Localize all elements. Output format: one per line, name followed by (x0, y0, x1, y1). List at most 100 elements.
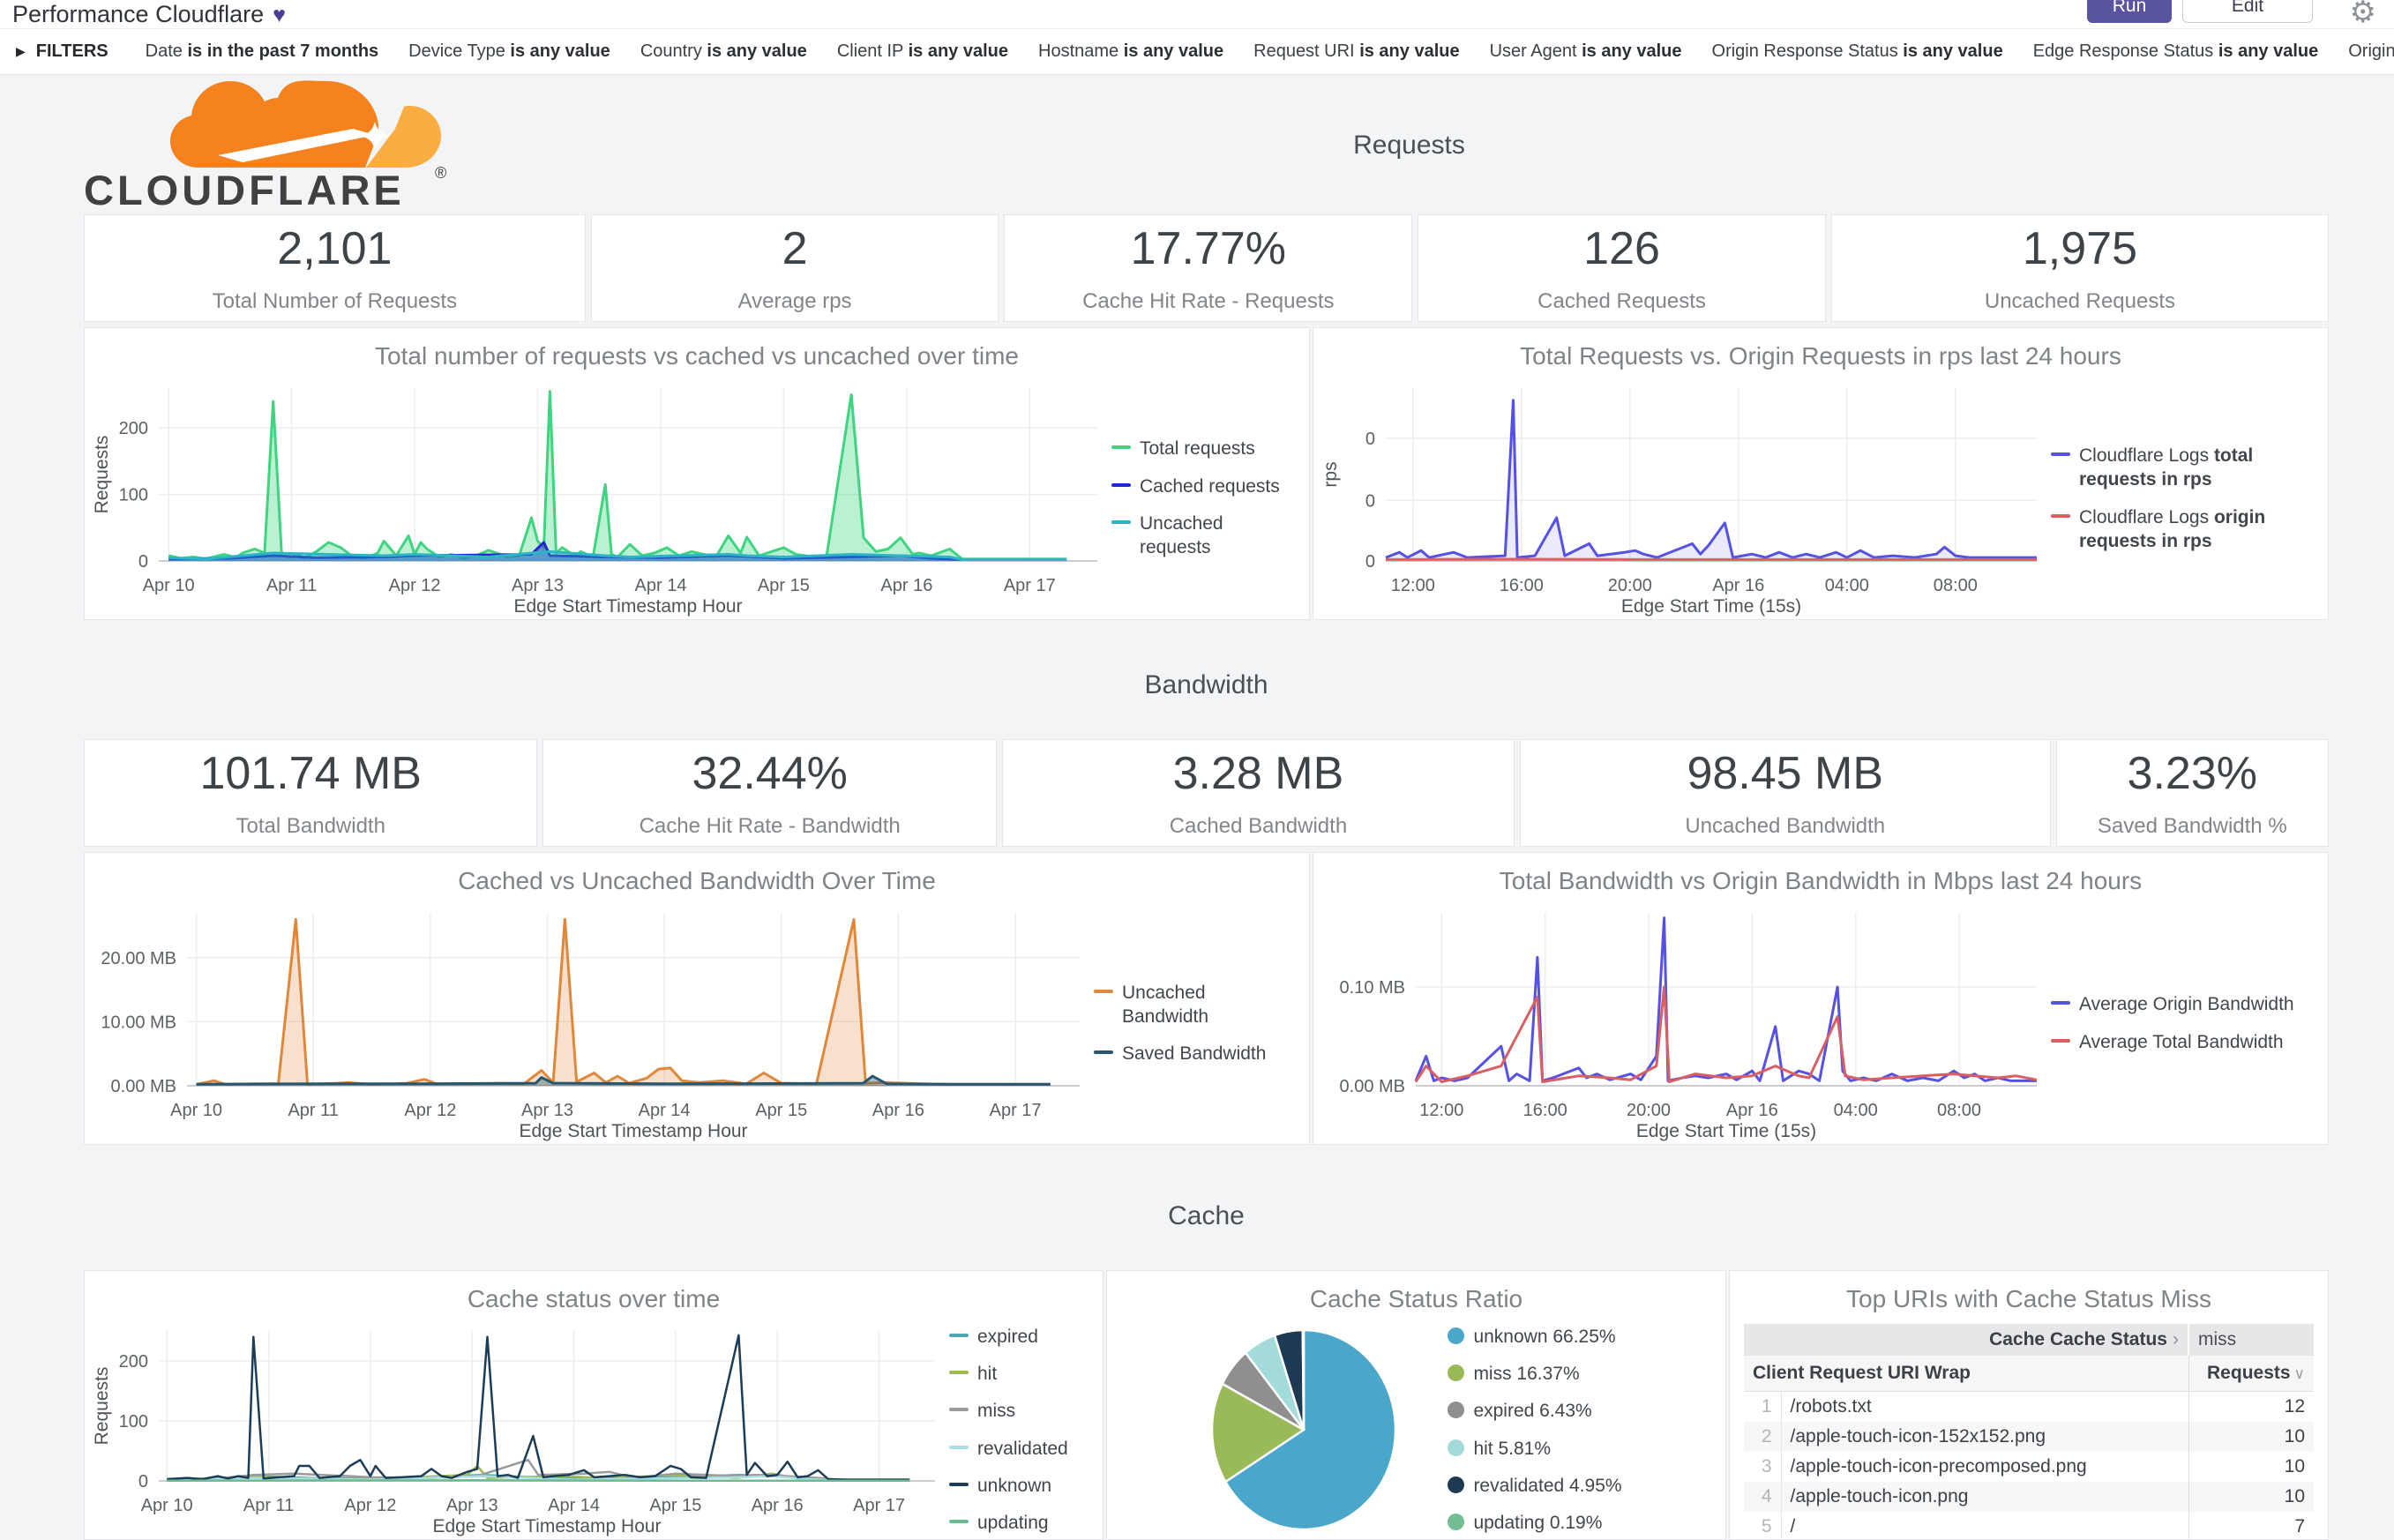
table-row[interactable]: 2/apple-touch-icon-152x152.png 10 (1744, 1421, 2314, 1452)
row-uri[interactable]: /apple-touch-icon-152x152.png (1781, 1421, 2188, 1452)
filters-expand-icon[interactable]: ▶ (16, 44, 26, 58)
column-uri[interactable]: Client Request URI Wrap (1744, 1356, 2188, 1392)
legend-item-uncached-bandwidth[interactable]: Uncached Bandwidth (1094, 981, 1291, 1029)
pie-legend: unknown 66.25% miss 16.37% expired 6.43% hi… (1448, 1325, 1627, 1536)
kpi-value[interactable]: 101.74 MB (199, 748, 422, 799)
legend-item-updating[interactable]: updating 0.19% (1448, 1511, 1621, 1535)
kpi-value[interactable]: 2 (782, 223, 808, 274)
kpi-value[interactable]: 3.23% (2127, 748, 2257, 799)
legend-swatch-icon (2051, 1001, 2070, 1005)
legend-item-cloudflare-logs[interactable]: Cloudflare Logs origin requests in rps (2051, 505, 2310, 554)
group-header-label[interactable]: Cache Cache Status › (1744, 1324, 2188, 1356)
legend-item-average-total-bandwidth[interactable]: Average Total Bandwidth (2051, 1030, 2310, 1054)
svg-text:12:00: 12:00 (1391, 576, 1435, 595)
requests-header-row: CLOUDFLARE ® Requests (84, 79, 2329, 213)
cache-status-ratio-pie[interactable] (1205, 1324, 1412, 1536)
kpi-value[interactable]: 2,101 (277, 223, 393, 274)
kpi-card-cache-hit-rate-requests: 17.77% Cache Hit Rate - Requests (1004, 214, 1413, 322)
legend-item-expired[interactable]: expired (949, 1325, 1085, 1349)
svg-text:Apr 12: Apr 12 (344, 1496, 396, 1515)
rps-24h-chart[interactable]: 0 0 0 12:00 16:00 20:00 Apr 16 04:00 08:00 Edge S… (1317, 378, 2051, 619)
filter-chip-edge-response-status[interactable]: Edge Response Status is any value (2032, 41, 2319, 61)
legend-item-miss[interactable]: miss 16.37% (1448, 1362, 1621, 1386)
legend-item-uncached-requests[interactable]: Uncached requests (1111, 512, 1291, 560)
legend-item-saved-bandwidth[interactable]: Saved Bandwidth (1094, 1042, 1291, 1065)
row-uri[interactable]: /robots.txt (1790, 1395, 1872, 1417)
svg-text:Apr 13: Apr 13 (446, 1496, 498, 1515)
table-row[interactable]: 3/apple-touch-icon-precomposed.png 10 (1744, 1451, 2314, 1482)
legend-item-unknown[interactable]: unknown 66.25% (1448, 1325, 1621, 1349)
legend-item-revalidated[interactable]: revalidated 4.95% (1448, 1474, 1622, 1498)
bandwidth-over-time-chart[interactable]: 0.00 MB 10.00 MB 20.00 MB Apr 10 Apr 11 Apr 1… (88, 902, 1094, 1144)
dashboard-title: Performance Cloudflare ♥ (12, 1, 286, 27)
filter-chip-request-uri[interactable]: Request URI is any value (1253, 41, 1460, 61)
panel-rps-24h: Total Requests vs. Origin Requests in rp… (1313, 327, 2329, 620)
kpi-value[interactable]: 32.44% (692, 748, 848, 799)
legend-label: Uncached requests (1140, 513, 1223, 558)
legend-item-unknown[interactable]: unknown (949, 1474, 1085, 1498)
legend-dot-icon (1448, 1439, 1465, 1456)
legend-item-expired[interactable]: expired 6.43% (1448, 1399, 1621, 1423)
legend-swatch-icon (1094, 1050, 1113, 1055)
filter-chip-date[interactable]: Date is in the past 7 months (145, 41, 379, 61)
kpi-value[interactable]: 98.45 MB (1687, 748, 1884, 799)
table-row[interactable]: 4/apple-touch-icon.png 10 (1744, 1481, 2314, 1512)
run-button[interactable]: Run (2087, 0, 2172, 23)
row-requests[interactable]: 10 (2188, 1451, 2314, 1482)
filter-chip-user-agent[interactable]: User Agent is any value (1489, 41, 1682, 61)
filters-label[interactable]: FILTERS (35, 41, 108, 61)
filter-chip-client-ip[interactable]: Client IP is any value (836, 41, 1008, 61)
row-requests[interactable]: 10 (2188, 1421, 2314, 1452)
row-requests[interactable]: 7 (2188, 1511, 2314, 1539)
kpi-value[interactable]: 1,975 (2022, 223, 2138, 274)
svg-text:Apr 14: Apr 14 (548, 1496, 600, 1515)
kpi-value[interactable]: 126 (1583, 223, 1660, 274)
svg-text:rps: rps (1320, 461, 1341, 487)
filter-chip-hostname[interactable]: Hostname is any value (1038, 41, 1224, 61)
row-uri[interactable]: / (1790, 1515, 1796, 1536)
legend-item-cached-requests[interactable]: Cached requests (1111, 475, 1291, 498)
cache-status-over-time-chart[interactable]: 0 100 200 Apr 10 Apr 11 Apr 12 Apr 13 Apr 14 Apr… (88, 1320, 949, 1539)
requests-over-time-chart[interactable]: 0 100 200 Apr 10 Apr 11 Apr 12 Apr 13 Apr 14 Apr… (88, 378, 1111, 619)
panel-top-uris: Top URIs with Cache Status Miss Cache Ca… (1729, 1270, 2329, 1540)
legend-item-hit[interactable]: hit 5.81% (1448, 1437, 1621, 1461)
kpi-card-average-rps: 2 Average rps (590, 214, 999, 322)
legend-item-revalidated[interactable]: revalidated (949, 1437, 1085, 1461)
chart-title: Cached vs Uncached Bandwidth Over Time (458, 867, 936, 894)
filter-chip-country[interactable]: Country is any value (640, 41, 807, 61)
chart-legend: expired hit miss revalidated unknown updating (949, 1320, 1090, 1539)
cloudflare-cloud-icon (170, 80, 441, 168)
kpi-value[interactable]: 17.77% (1130, 223, 1286, 274)
legend-item-cloudflare-logs[interactable]: Cloudflare Logs total requests in rps (2051, 444, 2310, 492)
bandwidth-24h-chart[interactable]: 0.00 MB 0.10 MB 12:00 16:00 20:00 Apr 16 04:00… (1317, 902, 2051, 1144)
legend-item-updating[interactable]: updating (949, 1511, 1085, 1535)
row-uri[interactable]: /apple-touch-icon.png (1781, 1481, 2188, 1512)
filter-chip-origin-response-status[interactable]: Origin Response Status is any value (1711, 41, 2003, 61)
svg-text:Apr 16: Apr 16 (752, 1496, 804, 1515)
svg-text:Edge Start Timestamp Hour: Edge Start Timestamp Hour (513, 596, 742, 617)
table-row[interactable]: 1/robots.txt 12 (1744, 1391, 2314, 1422)
filter-chip-device-type[interactable]: Device Type is any value (408, 41, 610, 61)
legend-item-total-requests[interactable]: Total requests (1111, 437, 1291, 460)
gear-icon[interactable]: ⚙ (2349, 0, 2376, 28)
svg-text:Apr 14: Apr 14 (635, 576, 687, 595)
kpi-value[interactable]: 3.28 MB (1172, 748, 1344, 799)
legend-item-miss[interactable]: miss (949, 1399, 1085, 1423)
legend-item-average-origin-bandwidth[interactable]: Average Origin Bandwidth (2051, 992, 2310, 1016)
legend-swatch-icon (1111, 482, 1131, 487)
svg-text:200: 200 (119, 1352, 148, 1372)
row-requests[interactable]: 12 (2188, 1391, 2314, 1422)
chart-legend: Total requests Cached requests Uncached re… (1111, 378, 1297, 619)
row-uri[interactable]: /apple-touch-icon-precomposed.png (1790, 1455, 2087, 1476)
row-requests[interactable]: 10 (2188, 1481, 2314, 1512)
column-requests[interactable]: Requests ∨ (2188, 1356, 2314, 1392)
svg-text:100: 100 (119, 486, 148, 505)
kpi-label: Total Number of Requests (212, 289, 458, 313)
edit-button[interactable]: Edit (2182, 0, 2313, 23)
table-row[interactable]: 5 / 7 (1744, 1511, 2314, 1539)
filter-chip-origin-ip[interactable]: Origin IP is any value (2348, 41, 2394, 61)
legend-swatch-icon (1111, 445, 1131, 450)
panel-cache-status-over-time: Cache status over time 0 100 200 Apr 10 Apr … (84, 1270, 1103, 1540)
table-title: Top URIs with Cache Status Miss (1846, 1285, 2211, 1312)
legend-item-hit[interactable]: hit (949, 1362, 1085, 1386)
